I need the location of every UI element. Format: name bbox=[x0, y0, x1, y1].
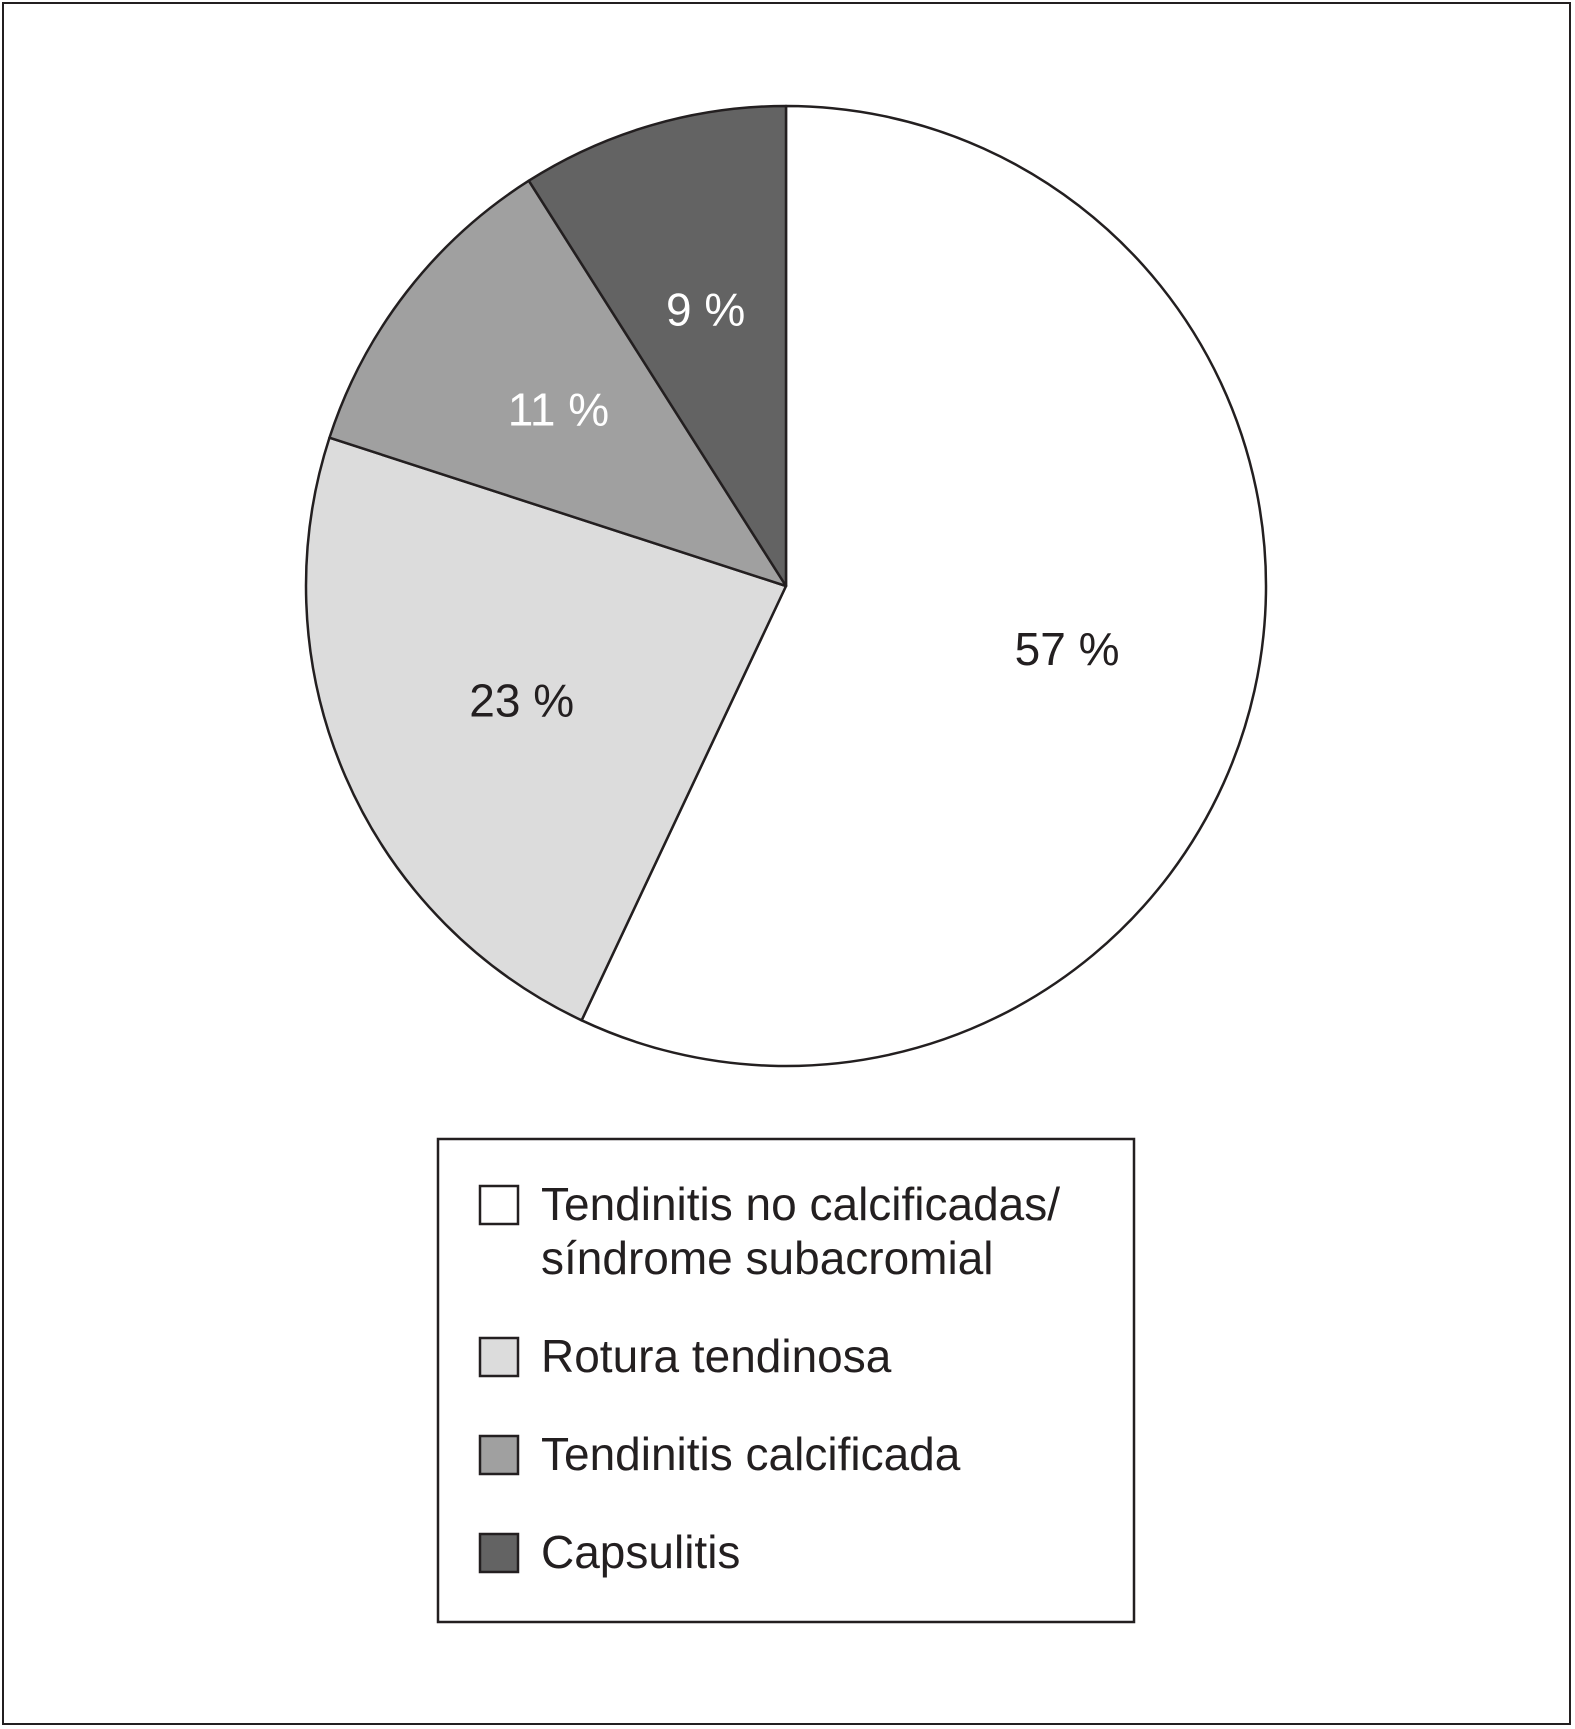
legend-swatch bbox=[478, 1434, 520, 1476]
pie-slice-tendinitis-calcificada bbox=[328, 179, 788, 588]
pie-slice-rotura-tendinosa bbox=[304, 436, 788, 1022]
legend-label: Rotura tendinosa bbox=[541, 1330, 892, 1382]
pie-slices bbox=[304, 104, 1268, 1068]
pie-slice-capsulitis bbox=[527, 104, 788, 588]
legend-box bbox=[436, 1137, 1136, 1624]
legend-label: Tendinitis calcificada bbox=[541, 1428, 961, 1480]
legend-swatch bbox=[478, 1336, 520, 1378]
slice-label-rotura-tendinosa: 23 % bbox=[469, 674, 574, 726]
legend-item-capsulitis: Capsulitis bbox=[478, 1526, 740, 1578]
legend-item-tendinitis-calcificada: Tendinitis calcificada bbox=[478, 1428, 961, 1480]
legend-swatch bbox=[478, 1184, 520, 1226]
pie-slice-labels: 57 % 23 % 11 % 9 % bbox=[469, 283, 1119, 726]
legend-label: Tendinitis no calcificadas/síndrome suba… bbox=[541, 1178, 1060, 1284]
legend-item-rotura-tendinosa: Rotura tendinosa bbox=[478, 1330, 892, 1382]
slice-label-capsulitis: 9 % bbox=[666, 283, 745, 335]
pie-slice-tendinitis-no-calcificadas-sindrome-subacromial bbox=[580, 104, 1268, 1068]
legend-label: Capsulitis bbox=[541, 1526, 740, 1578]
legend-swatch bbox=[478, 1532, 520, 1574]
legend: Tendinitis no calcificadas/síndrome suba… bbox=[436, 1137, 1136, 1624]
slice-label-tendinitis-calcificada: 11 % bbox=[508, 383, 609, 435]
legend-item-tendinitis-no-calcificadas-sindrome-subacromial: Tendinitis no calcificadas/síndrome suba… bbox=[478, 1178, 1060, 1284]
slice-label-tendinitis-no-calcificadas-sindrome-subacromial: 57 % bbox=[1015, 623, 1120, 675]
